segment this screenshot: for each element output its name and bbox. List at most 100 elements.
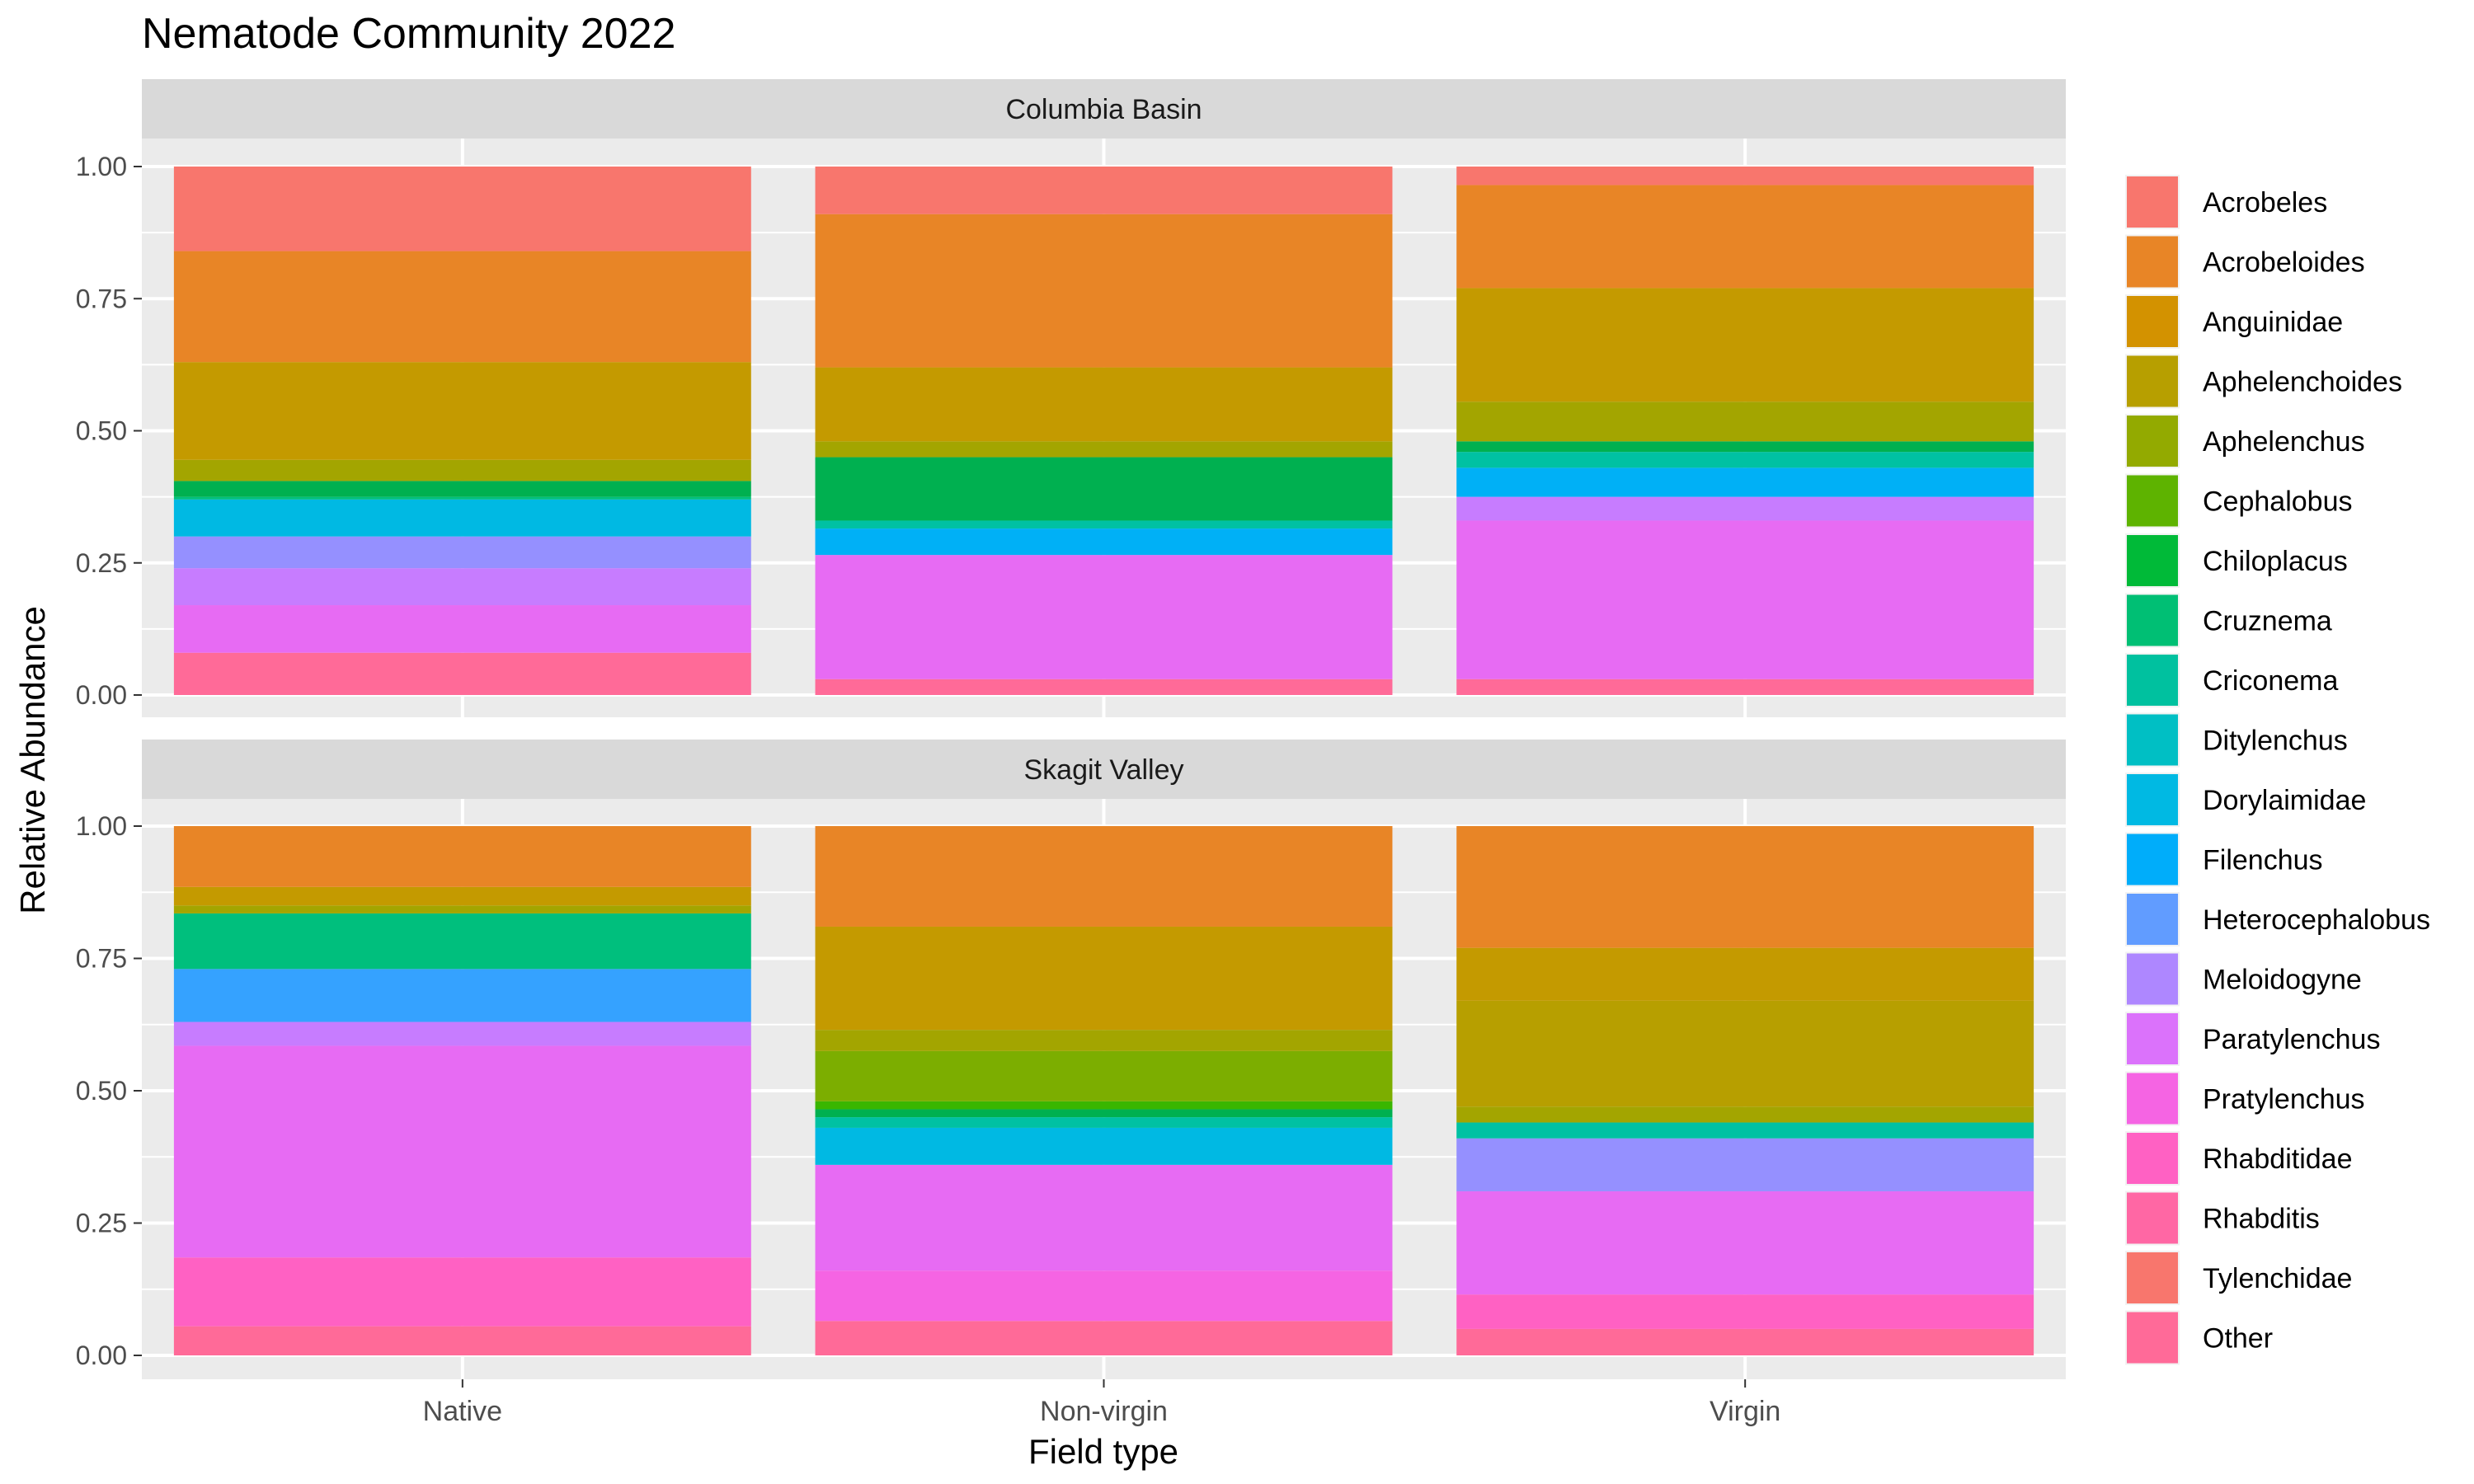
legend-item: Heterocephalobus <box>2125 892 2430 946</box>
bar-segment <box>173 1326 751 1355</box>
legend-item: Acrobeles <box>2125 175 2327 229</box>
bar-segment <box>815 1270 1393 1322</box>
bar-segment <box>1456 288 2034 402</box>
bar-segment <box>1456 1106 2034 1123</box>
bar-segment <box>1456 402 2034 442</box>
stacked-bar <box>1456 826 2034 1355</box>
facet-panels: Columbia Basin0.000.250.500.751.00Skagit… <box>76 79 2066 1379</box>
bar-segment <box>815 1101 1393 1110</box>
facet-strip <box>142 79 2066 139</box>
legend-swatch <box>2127 1073 2178 1125</box>
legend-label: Aphelenchus <box>2203 426 2365 458</box>
bar-segment <box>173 568 751 606</box>
bar-segment <box>815 1117 1393 1128</box>
legend-item: Cruznema <box>2125 593 2332 648</box>
legend-item: Acrobeloides <box>2125 234 2365 289</box>
legend-swatch <box>2127 176 2178 228</box>
legend-item: Chiloplacus <box>2125 533 2348 588</box>
legend-swatch <box>2127 774 2178 825</box>
legend-swatch <box>2127 1312 2178 1364</box>
facet-panel: Columbia Basin 0.00 0.25 0.50 0.75 1.00 <box>76 79 2066 717</box>
bar-segment <box>173 886 751 906</box>
bar-segment <box>1456 947 2034 1001</box>
legend-item: Rhabditis <box>2125 1190 2320 1246</box>
facet-strip-label: Skagit Valley <box>1023 754 1183 786</box>
legend-label: Acrobeles <box>2203 187 2327 218</box>
y-tick-label: 0.75 <box>76 284 127 313</box>
legend-swatch <box>2127 475 2178 527</box>
bar-segment <box>173 1021 751 1046</box>
legend-item: Meloidogyne <box>2125 951 2362 1007</box>
bar-segment <box>815 1030 1393 1051</box>
legend-swatch <box>2127 1252 2178 1303</box>
bar-segment <box>815 926 1393 1031</box>
legend-item: Criconema <box>2125 653 2338 707</box>
legend-label: Meloidogyne <box>2203 965 2362 996</box>
bar-segment <box>173 969 751 1022</box>
bar-segment <box>815 1127 1393 1165</box>
bar-segment <box>1456 467 2034 497</box>
legend-swatch <box>2127 1133 2178 1184</box>
stacked-bar <box>815 167 1393 695</box>
legend-item: Pratylenchus <box>2125 1071 2365 1126</box>
bar-segment <box>1456 1190 2034 1295</box>
legend-label: Acrobeloides <box>2203 247 2365 279</box>
bar-segment <box>1456 441 2034 453</box>
y-tick-label: 0.00 <box>76 1341 127 1370</box>
bar-segment <box>815 826 1393 927</box>
bar-segment <box>1456 167 2034 186</box>
bar-segment <box>173 652 751 695</box>
y-tick-label: 0.50 <box>76 416 127 446</box>
legend-item: Ditylenchus <box>2125 712 2348 768</box>
legend-item: Aphelenchus <box>2125 414 2365 468</box>
legend-swatch <box>2127 236 2178 288</box>
x-tick-label: Virgin <box>1710 1396 1780 1427</box>
bar-segment <box>173 459 751 481</box>
facet-strip <box>142 740 2066 799</box>
legend: Acrobeles Acrobeloides Anguinidae Aphelench… <box>2125 175 2430 1365</box>
legend-label: Rhabditis <box>2203 1204 2320 1235</box>
x-tick-label: Native <box>423 1396 502 1427</box>
legend-swatch <box>2127 953 2178 1005</box>
y-tick-label: 0.50 <box>76 1076 127 1106</box>
bar-segment <box>173 536 751 569</box>
x-tick-label: Non-virgin <box>1040 1396 1168 1427</box>
bar-segment <box>815 679 1393 695</box>
legend-label: Filenchus <box>2203 845 2323 876</box>
legend-swatch <box>2127 594 2178 646</box>
bar-segment <box>173 362 751 460</box>
legend-swatch <box>2127 416 2178 467</box>
legend-label: Anguinidae <box>2203 307 2343 338</box>
bar-segment <box>173 251 751 363</box>
bar-segment <box>815 167 1393 214</box>
bar-segment <box>1456 185 2034 289</box>
y-tick-label: 1.00 <box>76 152 127 181</box>
bar-segment <box>815 1109 1393 1118</box>
y-tick-label: 1.00 <box>76 811 127 841</box>
legend-label: Other <box>2203 1323 2273 1355</box>
facet-strip-label: Columbia Basin <box>1005 94 1202 125</box>
stacked-bar <box>173 167 751 695</box>
legend-label: Ditylenchus <box>2203 726 2348 757</box>
legend-swatch <box>2127 1192 2178 1244</box>
legend-label: Rhabditidae <box>2203 1144 2352 1175</box>
bar-segment <box>1456 1294 2034 1329</box>
legend-swatch <box>2127 296 2178 347</box>
bar-segment <box>1456 452 2034 468</box>
stacked-bar <box>1456 167 2034 695</box>
legend-label: Tylenchidae <box>2203 1263 2352 1294</box>
bar-segment <box>1456 1000 2034 1107</box>
y-axis-label: Relative Abundance <box>13 606 52 914</box>
bar-segment <box>815 457 1393 521</box>
legend-label: Heterocephalobus <box>2203 904 2430 936</box>
legend-swatch <box>2127 535 2178 586</box>
stacked-bar <box>173 826 751 1355</box>
bar-segment <box>1456 679 2034 695</box>
x-axis: Native Non-virgin Virgin <box>423 1379 1780 1427</box>
bar-segment <box>815 1050 1393 1101</box>
bar-segment <box>815 555 1393 679</box>
bar-segment <box>173 496 751 500</box>
bar-segment <box>173 499 751 537</box>
bar-segment <box>815 214 1393 368</box>
legend-item: Cephalobus <box>2125 473 2352 528</box>
